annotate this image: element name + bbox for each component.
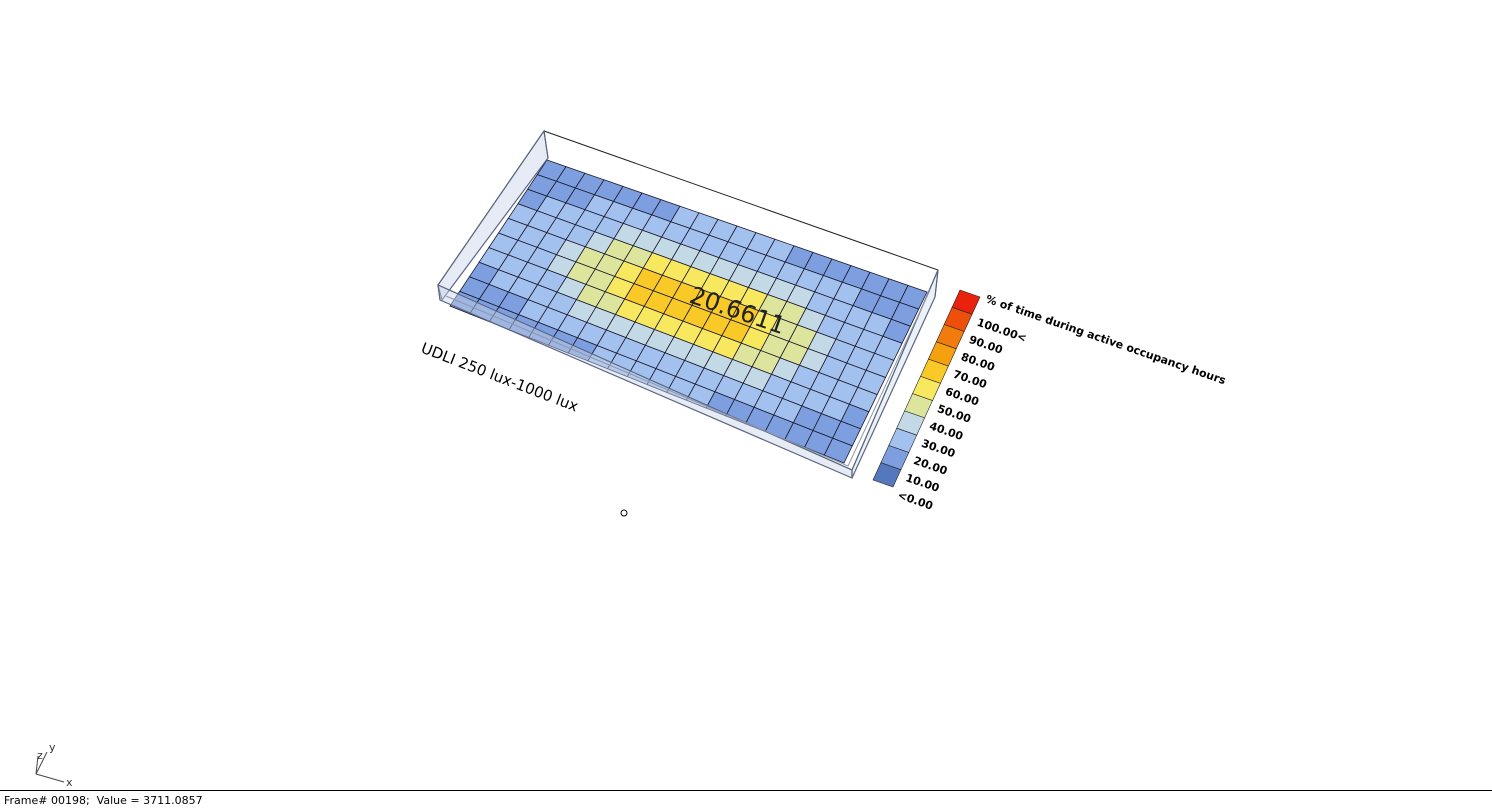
z-axis-line [35,755,39,775]
analysis-grid[interactable] [449,159,928,464]
status-text: Frame# 00198; Value = 3711.0857 [4,794,203,807]
y-axis-label: y [49,741,56,754]
status-bar: Frame# 00198; Value = 3711.0857 [0,790,1492,811]
grid-cell[interactable] [823,437,853,464]
camera-target-marker [620,509,628,517]
3d-viewport[interactable]: 20.6611 UDLI 250 lux-1000 lux % of time … [0,0,1492,790]
glass-walls [437,129,939,479]
x-axis-line [35,773,65,783]
glass-wall-left [437,129,549,302]
scene-canvas[interactable]: 20.6611 UDLI 250 lux-1000 lux % of time … [0,0,1492,790]
glass-wall-right [851,269,939,479]
axis-gizmo: x y z [35,741,73,789]
x-axis-label: x [66,776,73,789]
legend-swatch [872,462,902,488]
glass-frame-inner [445,289,931,467]
z-axis-label: z [37,749,43,762]
color-legend: % of time during active occupancy hours1… [872,289,1228,513]
y-axis-line [35,751,48,775]
